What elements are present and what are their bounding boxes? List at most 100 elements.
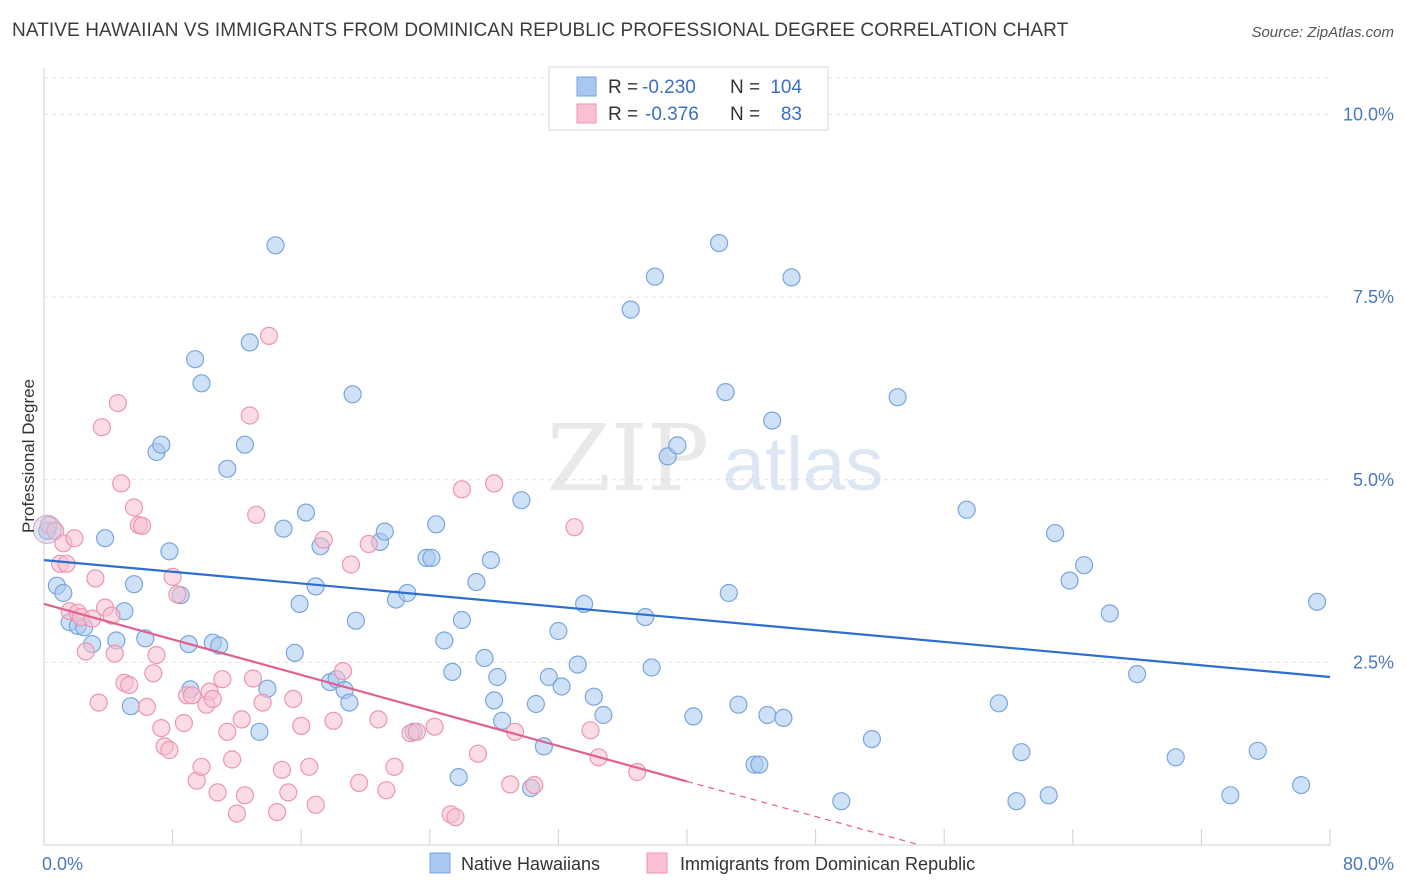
dominican-point-54 <box>279 783 298 802</box>
trend-lines <box>43 559 1331 846</box>
native-hawaiian-point-19 <box>186 350 205 369</box>
dominican-point-34 <box>182 686 201 705</box>
x-tick-label-0: 0.0% <box>42 854 83 874</box>
native-hawaiian-point-98 <box>1100 604 1119 623</box>
native-hawaiian-point-25 <box>240 333 259 352</box>
dominican-point-70 <box>425 717 444 736</box>
native-hawaiian-point-54 <box>475 648 494 668</box>
dominican-point-18 <box>112 474 131 493</box>
bottom-legend-label-dominican: Immigrants from Dominican Republic <box>680 854 975 874</box>
native-hawaiian-point-57 <box>488 667 507 687</box>
native-hawaiian-point-14 <box>152 435 171 454</box>
native-hawaiian-point-47 <box>422 548 441 568</box>
dominican-point-64 <box>359 534 378 554</box>
dominican-point-51 <box>259 326 279 345</box>
dominican-point-47 <box>240 406 259 425</box>
y-axis-label: Professional Degree <box>19 379 38 533</box>
native-hawaiian-point-56 <box>485 691 504 710</box>
native-hawaiian-point-70 <box>621 300 640 319</box>
y-tick-label-3: 10.0% <box>1343 105 1394 125</box>
y-tick-label-0: 2.5% <box>1353 652 1394 672</box>
dominican-point-72 <box>446 808 465 827</box>
dominican-point-55 <box>284 689 303 709</box>
dominican-point-60 <box>324 711 343 730</box>
dominican-point-63 <box>350 773 369 793</box>
dominican-point-61 <box>333 661 353 681</box>
dominican-point-15 <box>102 606 121 625</box>
dominican-point-20 <box>120 675 139 695</box>
bottom-legend-label-native-hawaiians: Native Hawaiians <box>461 854 600 874</box>
legend-r-label-2: R = <box>608 104 638 125</box>
dominican-point-57 <box>300 757 319 776</box>
grid-lines <box>44 77 1330 663</box>
watermark-atlas: atlas <box>723 422 884 507</box>
dominican-point-49 <box>247 505 266 524</box>
dominican-point-13 <box>92 418 112 437</box>
native-hawaiian-point-73 <box>645 267 665 286</box>
native-hawaiian-point-53 <box>467 572 486 592</box>
native-hawaiian-point-100 <box>1166 748 1185 767</box>
y-tick-label-2: 7.5% <box>1353 287 1394 307</box>
native-hawaiian-point-87 <box>832 792 851 811</box>
dominican-trend-extension <box>686 780 921 846</box>
dominican-point-45 <box>232 710 251 729</box>
native-hawaiian-trend-line <box>43 559 1331 679</box>
dominican-point-74 <box>468 744 488 763</box>
native-hawaiian-point-76 <box>684 707 703 726</box>
native-hawaiian-point-38 <box>340 693 359 712</box>
dominican-point-17 <box>108 394 128 413</box>
bottom-legend-swatch-dominican <box>646 852 668 874</box>
dominican-point-62 <box>341 555 361 574</box>
dominican-point-75 <box>485 474 504 493</box>
dominican-point-46 <box>235 786 254 805</box>
dominican-point-80 <box>581 721 600 740</box>
dominican-point-36 <box>192 757 211 776</box>
native-hawaiian-point-99 <box>1127 664 1147 684</box>
legend-r-value-1: -0.230 <box>642 77 696 98</box>
native-hawaiian-point-94 <box>1039 786 1058 805</box>
watermark: ZIP atlas <box>547 405 883 512</box>
watermark-zip: ZIP <box>547 405 709 512</box>
dominican-point-59 <box>314 530 333 549</box>
native-hawaiian-point-104 <box>1307 592 1327 611</box>
dominican-trend-line <box>43 602 688 783</box>
dominican-point-27 <box>152 718 171 738</box>
native-hawaiian-point-85 <box>774 708 793 728</box>
legend-r-value-2: -0.376 <box>645 104 699 125</box>
native-hawaiian-point-88 <box>862 729 882 749</box>
native-hawaiian-point-66 <box>568 655 587 674</box>
native-hawaiian-point-28 <box>266 236 285 255</box>
native-hawaiian-point-51 <box>449 767 468 787</box>
native-hawaiian-point-101 <box>1221 786 1240 805</box>
native-hawaiian-point-26 <box>250 722 269 741</box>
native-hawaiian-point-95 <box>1045 523 1065 543</box>
legend-n-value-1: 104 <box>770 77 802 98</box>
dominican-point-56 <box>292 716 311 736</box>
x-tick-label-1: 80.0% <box>1343 854 1394 874</box>
native-hawaiian-point-97 <box>1074 556 1094 575</box>
native-hawaiian-point-96 <box>1060 571 1079 590</box>
native-hawaiian-point-10 <box>121 697 140 716</box>
native-hawaiian-point-65 <box>552 677 571 696</box>
native-hawaiian-point-49 <box>435 631 454 650</box>
native-hawaiian-point-63 <box>539 667 558 687</box>
native-hawaiian-point-61 <box>526 694 546 714</box>
dominican-point-76 <box>501 775 520 794</box>
native-hawaiian-point-11 <box>124 575 144 594</box>
bottom-legend: Native Hawaiians Immigrants from Dominic… <box>429 852 975 874</box>
native-hawaiian-point-93 <box>1012 743 1031 762</box>
native-hawaiian-point-82 <box>750 755 769 774</box>
native-hawaiian-point-80 <box>729 695 748 714</box>
native-hawaiian-point-92 <box>1007 792 1026 811</box>
native-hawaiian-point-75 <box>668 436 687 455</box>
dominican-point-23 <box>133 516 152 535</box>
dominican-point-40 <box>208 783 227 802</box>
legend-n-value-2: 83 <box>781 104 802 125</box>
legend-swatch-native-hawaiians <box>576 76 597 97</box>
native-hawaiian-point-59 <box>512 491 531 510</box>
cluster-point <box>32 514 62 544</box>
dominican-point-52 <box>268 802 287 822</box>
dominican-point-16 <box>105 644 124 663</box>
native-hawaiian-point-52 <box>452 610 471 630</box>
